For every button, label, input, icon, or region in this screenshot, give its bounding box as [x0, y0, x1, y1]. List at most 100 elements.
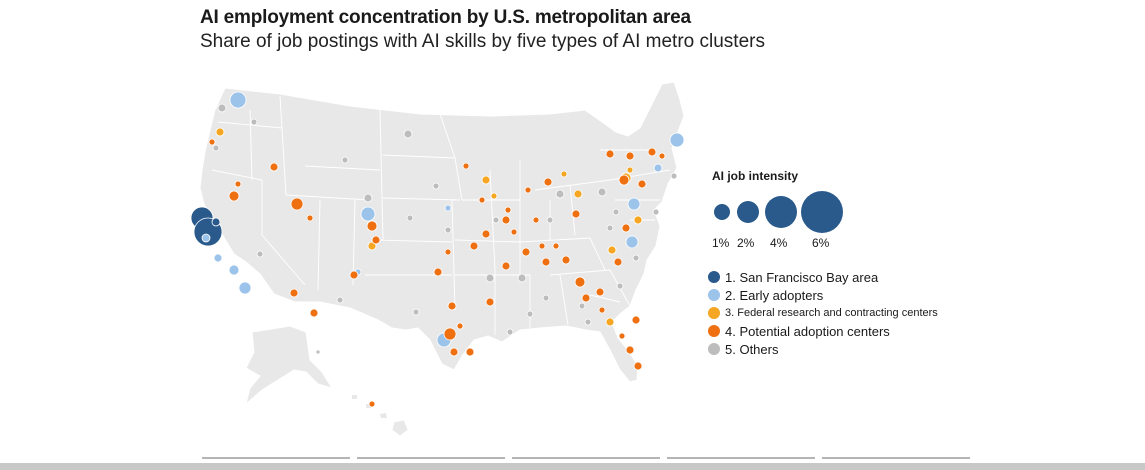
scroll-track-4	[667, 457, 815, 459]
potential-center-metro-point	[289, 288, 299, 298]
federal-center-metro-point	[367, 241, 377, 251]
potential-center-metro-point	[501, 261, 511, 271]
federal-center-metro-point	[605, 317, 615, 327]
other-metro-point	[341, 156, 349, 164]
potential-center-metro-point	[571, 209, 581, 219]
other-metro-point	[363, 193, 373, 203]
other-metro-point	[670, 172, 678, 180]
federal-center-metro-point	[490, 192, 498, 200]
potential-center-metro-point	[618, 174, 630, 186]
federal-center-metro-point	[560, 170, 568, 178]
other-metro-point	[485, 273, 495, 283]
legend-label-others: 5. Others	[725, 341, 779, 357]
contiguous-us-shape	[199, 81, 685, 383]
federal-center-metro-point	[573, 189, 583, 199]
legend-item-sf: 1. San Francisco Bay area	[708, 268, 938, 286]
potential-center-metro-point	[465, 347, 475, 357]
hawaii-big-island	[391, 419, 409, 437]
potential-center-metro-point	[462, 162, 470, 170]
legend-item-others: 5. Others	[708, 340, 938, 358]
other-metro-point	[492, 216, 500, 224]
potential-center-metro-point	[456, 322, 464, 330]
legend-item-early: 2. Early adopters	[708, 286, 938, 304]
potential-center-metro-point	[368, 400, 376, 408]
other-metro-point	[336, 296, 344, 304]
scroll-track-3	[512, 457, 660, 459]
legend-label-early: 2. Early adopters	[725, 287, 824, 303]
legend-item-potential: 4. Potential adoption centers	[708, 322, 938, 340]
early-adopter-metro-point	[238, 281, 252, 295]
other-metro-point	[517, 273, 527, 283]
potential-center-metro-point	[290, 197, 304, 211]
early-adopter-metro-point	[228, 264, 240, 276]
potential-center-metro-point	[574, 276, 586, 288]
potential-center-metro-point	[208, 138, 216, 146]
federal-center-metro-point	[215, 127, 225, 137]
potential-center-metro-point	[504, 206, 512, 214]
legend-label-potential: 4. Potential adoption centers	[725, 323, 890, 339]
chart-title: AI employment concentration by U.S. metr…	[200, 7, 691, 28]
potential-center-metro-point	[234, 180, 242, 188]
early-adopter-metro-point	[213, 253, 223, 263]
other-metro-point	[652, 208, 660, 216]
potential-center-metro-point	[306, 214, 314, 222]
potential-center-metro-point	[481, 229, 491, 239]
early-adopter-metro-point	[444, 204, 452, 212]
potential-center-metro-point	[538, 242, 546, 250]
potential-center-metro-point	[485, 297, 495, 307]
other-metro-point	[444, 226, 452, 234]
potential-center-metro-point	[524, 186, 532, 194]
potential-center-metro-point	[521, 247, 531, 257]
potential-center-metro-point	[598, 306, 606, 314]
potential-center-metro-point	[561, 255, 571, 265]
potential-center-metro-point	[449, 347, 459, 357]
potential-center-metro-point	[532, 216, 540, 224]
legend-swatch-potential	[708, 325, 720, 337]
federal-center-metro-point	[481, 175, 491, 185]
category-legend: 1. San Francisco Bay area 2. Early adopt…	[708, 268, 938, 358]
potential-center-metro-point	[469, 241, 479, 251]
potential-center-metro-point	[618, 332, 626, 340]
potential-center-metro-point	[552, 242, 560, 250]
alaska-shape	[245, 325, 334, 406]
other-metro-point	[406, 214, 414, 222]
potential-center-metro-point	[444, 248, 452, 256]
chart-subtitle: Share of job postings with AI skills by …	[200, 31, 765, 52]
potential-center-metro-point	[447, 301, 457, 311]
other-metro-point	[432, 182, 440, 190]
other-metro-point	[256, 250, 264, 258]
potential-center-metro-point	[613, 257, 623, 267]
potential-center-metro-point	[631, 315, 641, 325]
potential-center-metro-point	[269, 162, 279, 172]
potential-center-metro-point	[309, 308, 319, 318]
size-circle-2pct	[737, 201, 759, 223]
legend-swatch-federal	[708, 307, 720, 319]
potential-center-metro-point	[633, 361, 643, 371]
potential-center-metro-point	[647, 147, 657, 157]
size-legend	[714, 191, 843, 233]
federal-center-metro-point	[626, 166, 634, 174]
potential-center-metro-point	[605, 149, 615, 159]
other-metro-point	[546, 216, 554, 224]
federal-center-metro-point	[633, 215, 643, 225]
potential-center-metro-point	[228, 190, 240, 202]
other-metro-point	[403, 129, 413, 139]
early-adopter-metro-point	[201, 233, 211, 243]
other-metro-point	[578, 302, 586, 310]
early-adopter-metro-point	[653, 163, 663, 173]
size-label-1pct: 1%	[712, 236, 730, 250]
other-metro-point	[606, 224, 614, 232]
potential-center-metro-point	[349, 270, 359, 280]
scroll-track-2	[357, 457, 505, 459]
potential-center-metro-point	[371, 235, 381, 245]
potential-center-metro-point	[637, 179, 647, 189]
early-adopter-metro-point	[229, 91, 247, 109]
potential-center-metro-point	[433, 267, 443, 277]
horizontal-scrollbar[interactable]	[0, 463, 1145, 470]
scroll-track-1	[202, 457, 350, 459]
potential-center-metro-point	[658, 152, 666, 160]
other-metro-point	[217, 103, 227, 113]
legend-label-sf: 1. San Francisco Bay area	[725, 269, 879, 285]
potential-center-metro-point	[581, 293, 591, 303]
other-metro-point	[212, 144, 220, 152]
